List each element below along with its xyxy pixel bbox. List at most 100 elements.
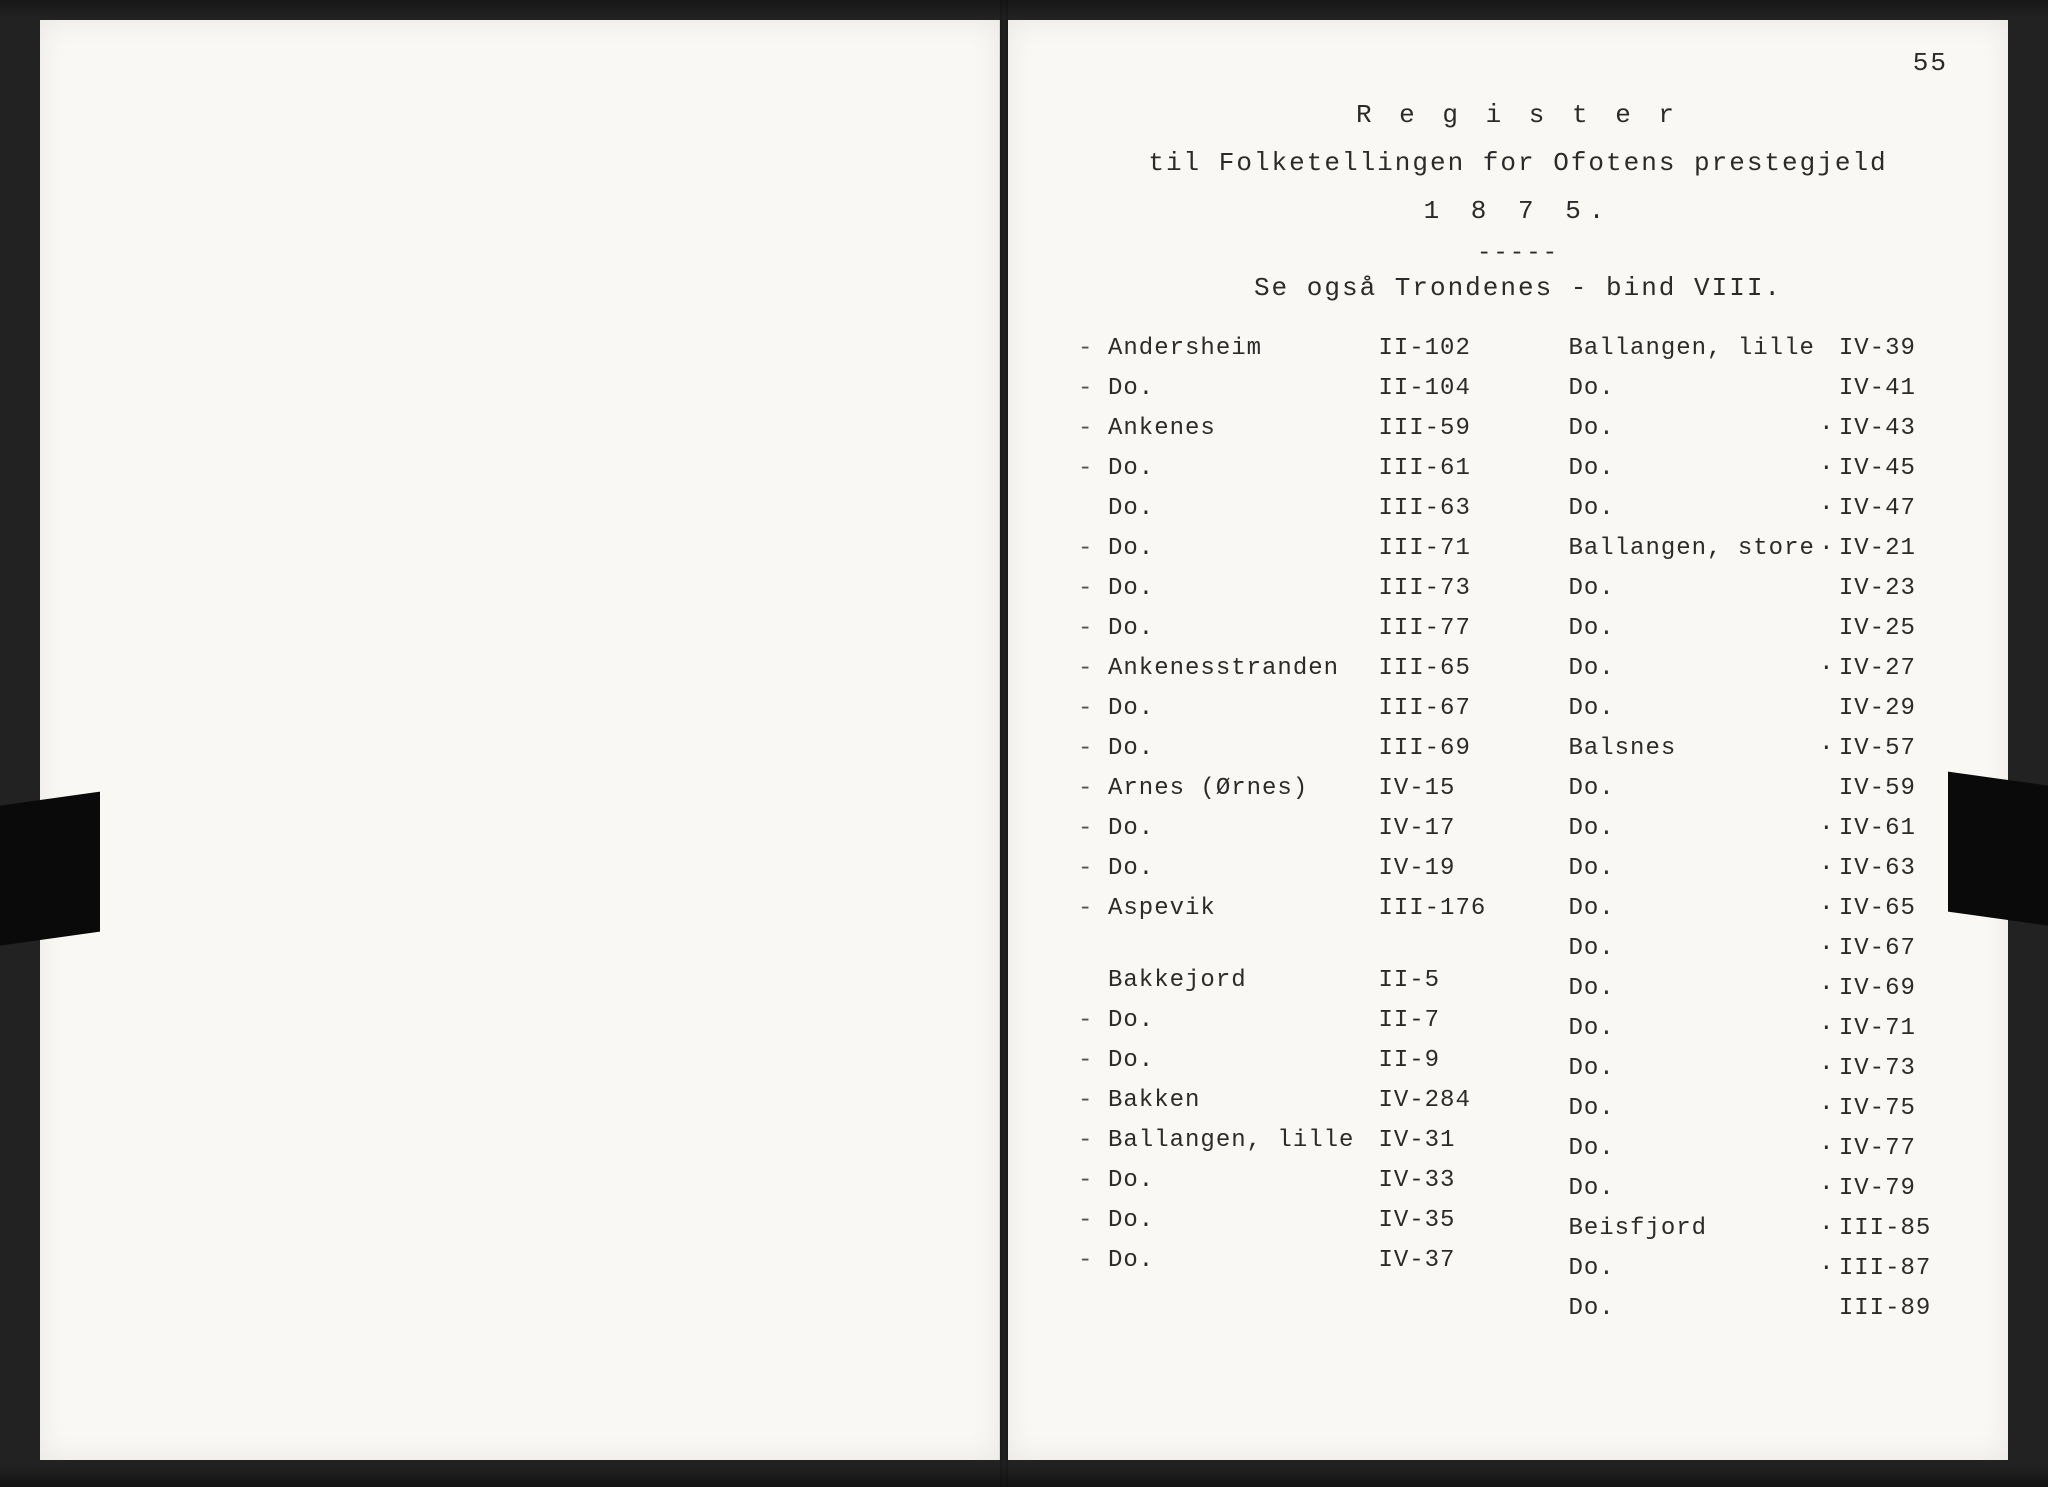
row-ref: IV-65 xyxy=(1839,897,1959,921)
row-ref: IV-15 xyxy=(1378,777,1498,801)
index-row xyxy=(1078,929,1498,945)
row-ref: IV-25 xyxy=(1839,617,1959,641)
row-name: Do. xyxy=(1568,657,1814,681)
row-dash: - xyxy=(1078,457,1108,481)
row-name: Do. xyxy=(1568,577,1814,601)
row-ref: IV-21 xyxy=(1839,537,1959,561)
row-dash: - xyxy=(1078,537,1108,561)
row-ref: III-176 xyxy=(1378,897,1498,921)
index-row: -Do.IV-35 xyxy=(1078,1201,1498,1241)
index-row: -AspevikIII-176 xyxy=(1078,889,1498,929)
row-dot: · xyxy=(1815,937,1839,961)
register-year: 1 8 7 5. xyxy=(1078,196,1958,226)
row-ref: IV-71 xyxy=(1839,1017,1959,1041)
index-row: -AnkenesstrandenIII-65 xyxy=(1078,649,1498,689)
row-dot: · xyxy=(1815,1057,1839,1081)
index-row: Do.·IV-43 xyxy=(1538,409,1958,449)
index-row: Do.·IV-69 xyxy=(1538,969,1958,1009)
row-dot: · xyxy=(1815,737,1839,761)
row-ref: III-85 xyxy=(1839,1217,1959,1241)
index-row: Do.·IV-47 xyxy=(1538,489,1958,529)
row-ref: III-65 xyxy=(1378,657,1498,681)
row-ref: IV-31 xyxy=(1378,1129,1498,1153)
index-row: -Do.IV-37 xyxy=(1078,1241,1498,1281)
row-ref: IV-59 xyxy=(1839,777,1959,801)
row-ref: IV-284 xyxy=(1378,1089,1498,1113)
register-title: R e g i s t e r xyxy=(1078,100,1958,130)
row-dash: - xyxy=(1078,1049,1108,1073)
row-name: Bakkejord xyxy=(1108,969,1354,993)
index-row: -Do.III-73 xyxy=(1078,569,1498,609)
row-name: Do. xyxy=(1108,457,1354,481)
row-dash: - xyxy=(1078,1249,1108,1273)
row-ref: IV-43 xyxy=(1839,417,1959,441)
row-name: Do. xyxy=(1568,1097,1814,1121)
index-row: -Do.III-77 xyxy=(1078,609,1498,649)
row-dot: · xyxy=(1815,1177,1839,1201)
row-ref: IV-79 xyxy=(1839,1177,1959,1201)
row-ref: II-7 xyxy=(1378,1009,1498,1033)
index-row: Beisfjord·III-85 xyxy=(1538,1209,1958,1249)
row-dash: - xyxy=(1078,577,1108,601)
row-ref: IV-19 xyxy=(1378,857,1498,881)
index-col-left: -AndersheimII-102-Do.II-104-AnkenesIII-5… xyxy=(1078,329,1498,1329)
index-row: Do.·IV-71 xyxy=(1538,1009,1958,1049)
row-name: Do. xyxy=(1108,537,1354,561)
row-dot: · xyxy=(1815,1097,1839,1121)
row-name: Do. xyxy=(1568,377,1814,401)
index-row: Do.·IV-61 xyxy=(1538,809,1958,849)
row-name: Do. xyxy=(1108,1049,1354,1073)
index-row: -Do. II-9 xyxy=(1078,1041,1498,1081)
row-name: Do. xyxy=(1568,1137,1814,1161)
index-row: -Do.II-104 xyxy=(1078,369,1498,409)
index-row: -AndersheimII-102 xyxy=(1078,329,1498,369)
row-name: Ankenesstranden xyxy=(1108,657,1354,681)
row-dot: · xyxy=(1815,1017,1839,1041)
row-ref: IV-61 xyxy=(1839,817,1959,841)
divider-dashes: ----- xyxy=(1078,240,1958,267)
row-ref: II-9 xyxy=(1378,1049,1498,1073)
index-row: -Do.III-69 xyxy=(1078,729,1498,769)
row-name: Do. xyxy=(1108,1009,1354,1033)
row-dash: - xyxy=(1078,1129,1108,1153)
row-ref: IV-75 xyxy=(1839,1097,1959,1121)
row-ref: IV-39 xyxy=(1839,337,1959,361)
row-name: Do. xyxy=(1108,1209,1354,1233)
index-row: -Arnes (Ørnes)IV-15 xyxy=(1078,769,1498,809)
row-ref: II-5 xyxy=(1378,969,1498,993)
row-dash: - xyxy=(1078,377,1108,401)
row-name: Do. xyxy=(1568,1177,1814,1201)
row-ref: IV-29 xyxy=(1839,697,1959,721)
row-dot: · xyxy=(1815,417,1839,441)
row-ref: III-71 xyxy=(1378,537,1498,561)
index-row: Ballangen, store·IV-21 xyxy=(1538,529,1958,569)
row-dash: - xyxy=(1078,1009,1108,1033)
row-ref: III-77 xyxy=(1378,617,1498,641)
row-name: Do. xyxy=(1108,857,1354,881)
index-row: Do.·IV-67 xyxy=(1538,929,1958,969)
row-dot: · xyxy=(1815,817,1839,841)
index-col-right: Ballangen, lilleIV-39Do.IV-41Do.·IV-43Do… xyxy=(1538,329,1958,1329)
index-row: Do.·IV-73 xyxy=(1538,1049,1958,1089)
row-name: Do. xyxy=(1568,457,1814,481)
row-dot: · xyxy=(1815,857,1839,881)
index-row: -Do.III-67 xyxy=(1078,689,1498,729)
index-row: -BakkenIV-284 xyxy=(1078,1081,1498,1121)
row-dot: · xyxy=(1815,897,1839,921)
row-dot: · xyxy=(1815,537,1839,561)
bottom-shadow xyxy=(0,1465,2048,1487)
index-row: Do.·IV-65 xyxy=(1538,889,1958,929)
row-name: Beisfjord xyxy=(1568,1217,1814,1241)
row-ref: IV-41 xyxy=(1839,377,1959,401)
row-ref: IV-45 xyxy=(1839,457,1959,481)
row-name: Do. xyxy=(1108,697,1354,721)
row-dash: - xyxy=(1078,857,1108,881)
row-name: Do. xyxy=(1568,617,1814,641)
index-row: Do.III-89 xyxy=(1538,1289,1958,1329)
row-name: Do. xyxy=(1108,817,1354,841)
row-dot: · xyxy=(1815,1217,1839,1241)
row-dash: - xyxy=(1078,417,1108,441)
row-ref: II-102 xyxy=(1378,337,1498,361)
row-name: Do. xyxy=(1568,897,1814,921)
row-ref: IV-27 xyxy=(1839,657,1959,681)
